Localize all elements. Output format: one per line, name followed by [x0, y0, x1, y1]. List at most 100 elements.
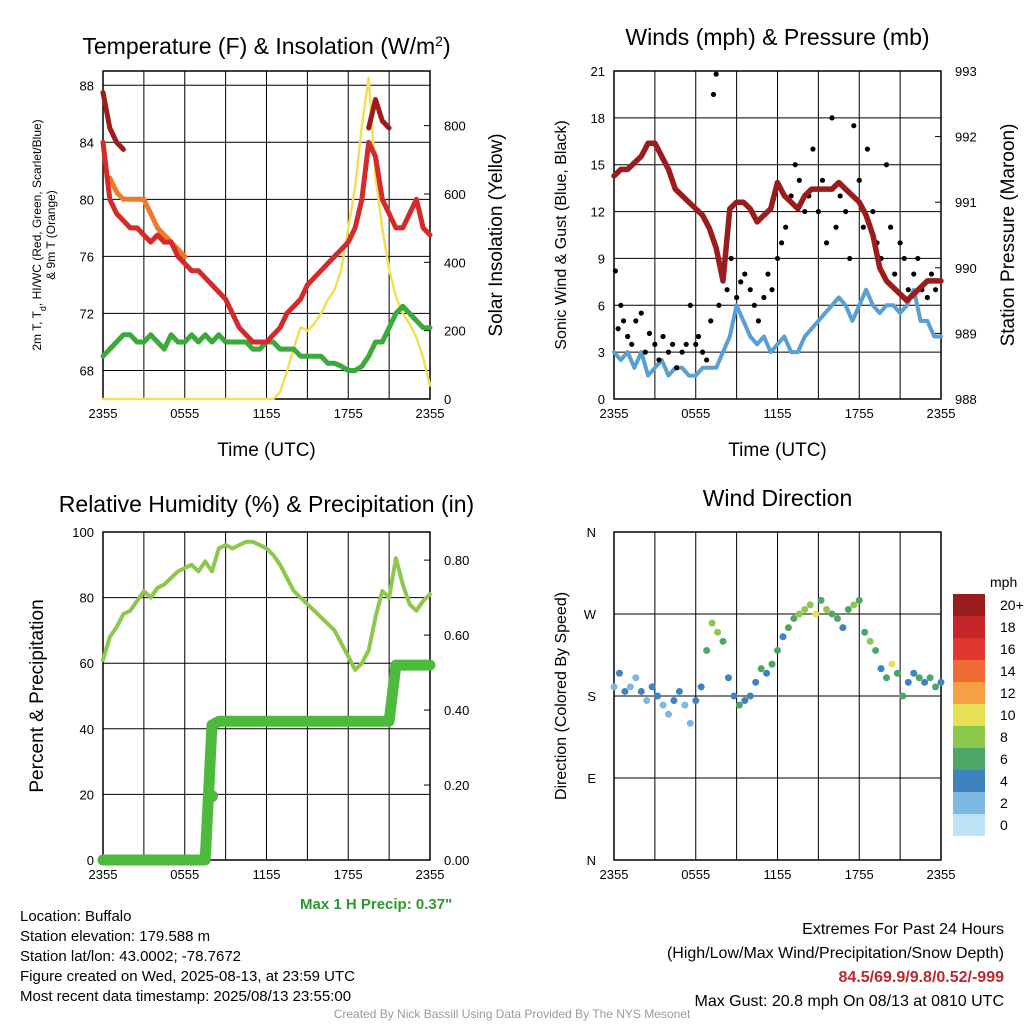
direction-point	[626, 683, 634, 691]
y-label-part: 2m T, T	[30, 310, 44, 350]
direction-point	[648, 683, 656, 691]
y-tick-label: 100	[72, 525, 94, 540]
legend-label: 6	[1000, 751, 1008, 767]
gust-point	[751, 302, 757, 308]
gust-point	[618, 302, 624, 308]
legend-label: 10	[1000, 707, 1016, 723]
location-text: Location: Buffalo	[20, 908, 132, 925]
precip-point	[206, 790, 218, 803]
y-axis-label: 2m T, Td, HI/WC (Red, Green, Scarlet/Blu…	[30, 119, 48, 350]
station-info: Location: Buffalo Station elevation: 179…	[20, 907, 355, 1007]
x-tick-label: 2355	[600, 406, 629, 421]
x-tick-label: 1755	[334, 867, 363, 882]
gust-point	[669, 341, 676, 347]
precip-line	[97, 659, 436, 866]
y-tick-label: 60	[80, 656, 94, 671]
legend-label: 14	[1000, 663, 1016, 679]
y2-tick-label: 993	[955, 64, 977, 79]
direction-point	[839, 624, 847, 632]
y2-tick-label: 0	[444, 392, 451, 407]
gust-point	[708, 318, 714, 324]
panel-title: Winds (mph) & Pressure (mb)	[625, 24, 929, 50]
gust-point	[646, 330, 653, 336]
y-axis-label: Percent & Precipitation	[27, 599, 48, 792]
gust-point	[769, 287, 775, 293]
direction-point	[855, 596, 863, 604]
series-line	[100, 89, 392, 152]
gust-point	[716, 302, 722, 308]
gust-point	[833, 224, 839, 230]
y2-tick-label: 800	[444, 119, 466, 134]
direction-point	[621, 687, 629, 695]
y-tick-label: 3	[598, 345, 605, 360]
direction-point	[730, 692, 738, 700]
x-tick-label: 1755	[845, 406, 874, 421]
credit-text: Created By Nick Bassill Using Data Provi…	[333, 1007, 691, 1021]
y2-axis-label: Station Pressure (Maroon)	[998, 124, 1019, 347]
gust-point	[915, 255, 921, 262]
legend-swatch	[953, 792, 985, 814]
y-tick-label: 68	[80, 363, 94, 378]
gust-point	[847, 255, 853, 262]
series-line	[612, 287, 943, 378]
direction-point	[670, 697, 678, 705]
y-tick-label: 88	[80, 78, 94, 93]
gust-point	[710, 91, 717, 98]
x-tick-label: 1155	[253, 406, 281, 421]
direction-point	[861, 628, 869, 636]
direction-point	[637, 687, 645, 695]
y-tick-label: 76	[80, 249, 94, 264]
legend-swatch	[953, 726, 985, 748]
direction-point	[774, 646, 781, 654]
legend-swatch	[953, 660, 985, 682]
gust-point	[932, 287, 939, 293]
gust-point	[883, 162, 890, 168]
gust-point	[742, 271, 748, 277]
direction-point	[714, 628, 722, 636]
x-axis-label: Time (UTC)	[217, 440, 316, 461]
x-tick-label: 0555	[170, 406, 199, 421]
extremes-subtitle: (High/Low/Max Wind/Precipitation/Snow De…	[666, 945, 1004, 962]
legend-swatch	[953, 770, 985, 792]
y2-tick-label: 600	[444, 187, 466, 202]
gust-point	[851, 123, 857, 129]
latlon-text: Station lat/lon: 43.0002; -78.7672	[20, 948, 242, 965]
direction-point	[643, 697, 651, 705]
y-tick-label: 12	[591, 205, 605, 220]
legend-swatch	[953, 704, 985, 726]
gust-point	[728, 255, 734, 262]
y-tick-label: 9	[598, 251, 605, 266]
y2-tick-label: 0.40	[444, 703, 469, 718]
y-tick-label: 40	[80, 722, 94, 737]
legend-label: 20+	[1000, 597, 1024, 613]
direction-point	[746, 692, 754, 700]
direction-point	[866, 637, 874, 645]
y2-tick-label: 0.60	[444, 628, 469, 643]
direction-point	[763, 669, 771, 677]
gust-point	[924, 294, 930, 301]
gust-point	[860, 224, 866, 230]
legend-swatch	[953, 682, 985, 704]
legend-label: 0	[1000, 817, 1008, 833]
y-tick-label: E	[587, 771, 596, 786]
x-tick-label: 2355	[927, 867, 956, 882]
gust-point	[656, 357, 662, 363]
gust-point	[765, 271, 771, 277]
elevation-text: Station elevation: 179.588 m	[20, 928, 211, 945]
title-text: Temperature (F) & Insolation (W/m	[82, 33, 435, 59]
direction-point	[823, 605, 831, 613]
direction-point	[659, 701, 667, 709]
panel-title: Temperature (F) & Insolation (W/m2)	[82, 33, 450, 59]
direction-point	[926, 674, 934, 682]
gust-point	[724, 287, 730, 293]
gust-point	[612, 268, 618, 274]
direction-point	[888, 660, 896, 668]
direction-point	[932, 683, 940, 691]
gust-point	[911, 271, 917, 277]
direction-point	[665, 710, 672, 718]
gust-point	[660, 333, 666, 340]
legend-swatch	[953, 814, 985, 836]
legend-label: 8	[1000, 729, 1008, 745]
gust-point	[823, 240, 830, 246]
legend-label: 12	[1000, 685, 1016, 701]
